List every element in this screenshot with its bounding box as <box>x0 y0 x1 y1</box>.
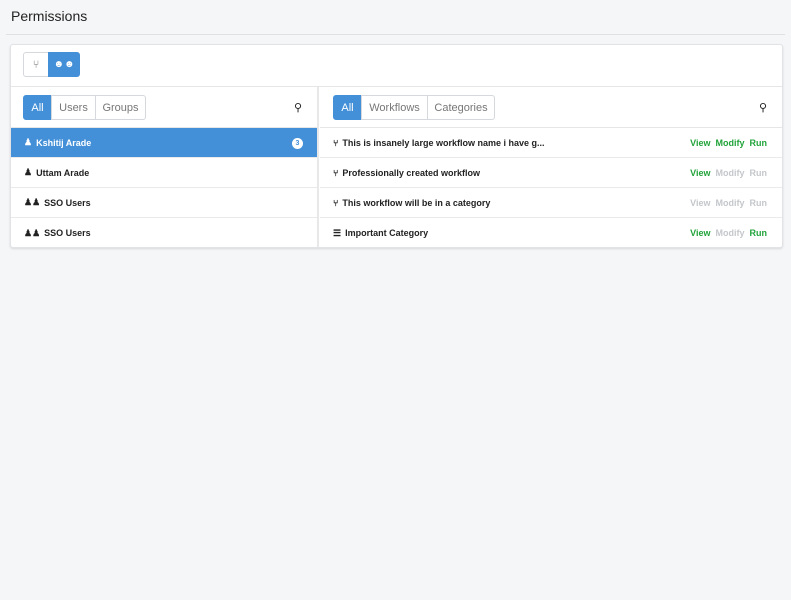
item-label: Uttam Arade <box>36 167 90 178</box>
count-badge: 3 <box>292 138 303 149</box>
modify-permission-toggle[interactable]: Modify <box>715 198 745 208</box>
view-permission-toggle[interactable]: View <box>690 228 711 238</box>
list-item[interactable]: ☰ Important Category View Modify Run <box>320 218 782 248</box>
item-label: Professionally created workflow <box>342 167 480 178</box>
filter-workflows[interactable]: Workflows <box>361 95 428 120</box>
filter-users[interactable]: Users <box>51 95 96 120</box>
run-permission-toggle[interactable]: Run <box>749 168 768 178</box>
group-icon: ♟♟ <box>24 227 41 238</box>
permission-actions: View Modify Run <box>690 168 767 178</box>
list-item[interactable]: ⑂ This workflow will be in a category View… <box>320 188 782 218</box>
category-icon: ☰ <box>333 227 342 238</box>
permission-actions: View Modify Run <box>690 138 767 148</box>
workflow-icon: ⑂ <box>333 137 339 148</box>
list-item[interactable]: ⑂ This is insanely large workflow name i … <box>320 128 782 158</box>
modify-permission-toggle[interactable]: Modify <box>715 168 745 178</box>
list-item[interactable]: ♟♟ SSO Users <box>11 218 317 248</box>
list-item[interactable]: ♟ Kshitij Arade 3 <box>11 128 317 158</box>
modify-permission-toggle[interactable]: Modify <box>715 228 745 238</box>
permission-actions: View Modify Run <box>690 228 767 238</box>
permission-actions: View Modify Run <box>690 198 767 208</box>
users-icon: ☻☻ <box>53 59 75 70</box>
workflow-mode-button[interactable]: ⑂ <box>23 52 49 77</box>
item-label: Kshitij Arade <box>36 137 92 148</box>
item-label: This is insanely large workflow name i h… <box>342 137 545 148</box>
filter-categories[interactable]: Categories <box>427 95 495 120</box>
run-permission-toggle[interactable]: Run <box>749 198 768 208</box>
permissions-card: ⑂ ☻☻ All Users Groups ⚲ ♟ Kshitij Arade 3 … <box>10 44 783 248</box>
modify-permission-toggle[interactable]: Modify <box>715 138 745 148</box>
page-title: Permissions <box>11 8 88 24</box>
workflow-icon: ⑂ <box>32 58 40 71</box>
item-label: SSO Users <box>44 197 91 208</box>
user-icon: ♟ <box>24 137 33 147</box>
users-mode-button[interactable]: ☻☻ <box>48 52 80 77</box>
mode-toolbar: ⑂ ☻☻ <box>11 45 782 87</box>
item-label: Important Category <box>345 228 429 238</box>
header-divider <box>6 34 785 35</box>
search-icon[interactable]: ⚲ <box>294 102 303 114</box>
run-permission-toggle[interactable]: Run <box>749 138 768 148</box>
view-permission-toggle[interactable]: View <box>690 138 711 148</box>
filter-groups[interactable]: Groups <box>95 95 146 120</box>
filter-all[interactable]: All <box>23 95 52 120</box>
resources-panel: All Workflows Categories ⚲ ⑂ This is insa… <box>320 87 782 247</box>
list-item[interactable]: ⑂ Professionally created workflow View Modi… <box>320 158 782 188</box>
group-icon: ♟♟ <box>24 197 41 207</box>
workflow-icon: ⑂ <box>333 197 339 208</box>
workflow-icon: ⑂ <box>333 167 339 178</box>
item-label: This workflow will be in a category <box>342 197 491 208</box>
view-permission-toggle[interactable]: View <box>690 168 711 178</box>
run-permission-toggle[interactable]: Run <box>749 228 768 238</box>
view-permission-toggle[interactable]: View <box>690 198 711 208</box>
principals-panel: All Users Groups ⚲ ♟ Kshitij Arade 3 ♟ Utta… <box>11 87 319 247</box>
search-icon[interactable]: ⚲ <box>759 102 768 114</box>
list-item[interactable]: ♟ Uttam Arade <box>11 158 317 188</box>
user-icon: ♟ <box>24 167 33 177</box>
list-item[interactable]: ♟♟ SSO Users <box>11 188 317 218</box>
filter-all[interactable]: All <box>333 95 362 120</box>
item-label: SSO Users <box>44 228 91 238</box>
